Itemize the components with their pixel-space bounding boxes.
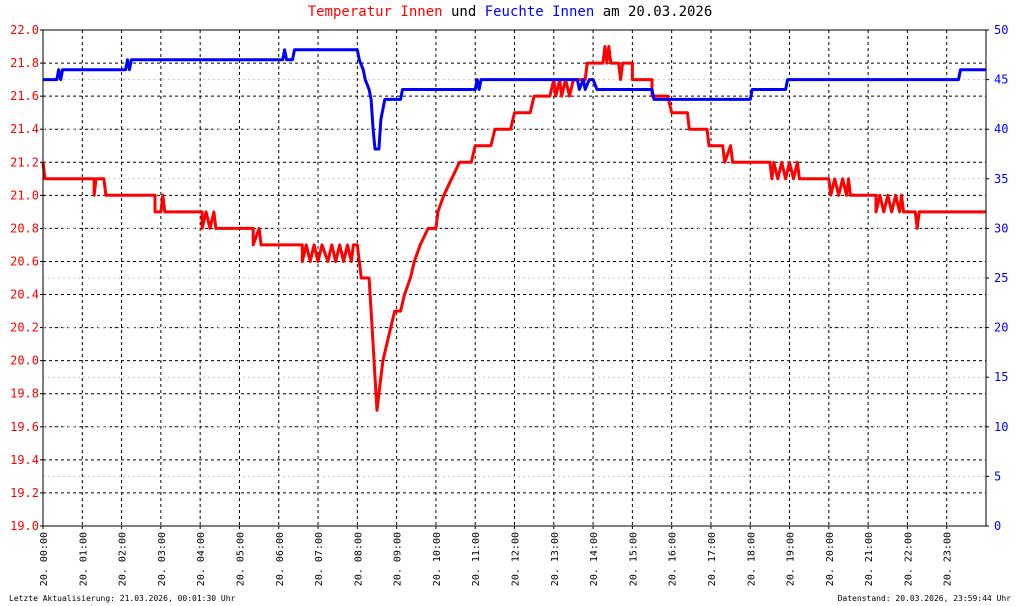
y-right-tick-label: 45 xyxy=(994,73,1008,87)
y-left-tick-label: 19.8 xyxy=(10,387,39,401)
y-left-tick-label: 21.0 xyxy=(10,188,39,202)
series-temperature-line xyxy=(41,45,986,412)
title-date: am 20.03.2026 xyxy=(594,4,713,20)
footer-data-status: Datenstand: 20.03.2026, 23:59:44 Uhr xyxy=(837,594,1011,603)
x-tick-label: 20. 10:00 xyxy=(432,532,443,586)
x-tick-label: 20. 08:00 xyxy=(353,532,364,586)
y-left-tick-label: 20.8 xyxy=(10,221,39,235)
y-left-tick-label: 20.2 xyxy=(10,321,39,335)
x-tick-label: 20. 16:00 xyxy=(668,532,679,586)
x-tick-label: 20. 22:00 xyxy=(903,532,914,586)
footer-last-update: Letzte Aktualisierung: 21.03.2026, 00:01… xyxy=(9,594,236,603)
grid-lines xyxy=(43,30,986,526)
title-humidity: Feuchte Innen xyxy=(484,4,595,20)
y-left-tick-label: 19.6 xyxy=(10,420,39,434)
y-left-tick-label: 22.0 xyxy=(10,23,39,37)
x-tick-label: 20. 12:00 xyxy=(511,532,522,586)
series-humidity-line xyxy=(43,48,986,151)
y-left-tick-label: 21.4 xyxy=(10,122,39,136)
title-und: und xyxy=(442,4,485,20)
y-right-tick-label: 20 xyxy=(994,321,1008,335)
y-left-tick-label: 20.6 xyxy=(10,254,39,268)
x-tick-label: 20. 09:00 xyxy=(393,532,404,586)
title-temperature: Temperatur Innen xyxy=(307,4,443,20)
y-left-tick-label: 19.0 xyxy=(10,519,39,533)
x-tick-label: 20. 13:00 xyxy=(550,532,561,586)
x-tick-label: 20. 04:00 xyxy=(196,532,207,586)
x-tick-label: 20. 18:00 xyxy=(746,532,757,586)
y-right-tick-label: 25 xyxy=(994,271,1008,285)
y-left-tick-label: 19.2 xyxy=(10,486,39,500)
chart-title: Temperatur Innen und Feuchte Innen am 20… xyxy=(0,4,1020,20)
y-left-tick-label: 21.6 xyxy=(10,89,39,103)
series-group xyxy=(41,45,986,412)
y-left-tick-label: 21.2 xyxy=(10,155,39,169)
x-tick-label: 20. 14:00 xyxy=(589,532,600,586)
right-axis: 0 5 10 15 20 25 30 35 40 45 50 xyxy=(986,23,1008,533)
x-axis: 20. 00:00 20. 01:00 20. 02:00 20. 03:00 20. … xyxy=(39,526,954,586)
y-right-tick-label: 10 xyxy=(994,420,1008,434)
x-tick-label: 20. 00:00 xyxy=(39,532,50,586)
y-right-tick-label: 35 xyxy=(994,172,1008,186)
x-tick-label: 20. 01:00 xyxy=(78,532,89,586)
y-left-tick-label: 20.0 xyxy=(10,354,39,368)
plot-frame xyxy=(42,29,987,527)
x-tick-label: 20. 20:00 xyxy=(825,532,836,586)
left-axis: 19.0 19.2 19.4 19.6 19.8 20.0 20.2 20.4 20.6 20.8… xyxy=(10,23,43,533)
x-tick-label: 20. 15:00 xyxy=(628,532,639,586)
x-tick-label: 20. 23:00 xyxy=(943,532,954,586)
x-tick-label: 20. 17:00 xyxy=(707,532,718,586)
y-right-tick-label: 50 xyxy=(994,23,1008,37)
x-tick-label: 20. 03:00 xyxy=(157,532,168,586)
x-tick-label: 20. 11:00 xyxy=(471,532,482,586)
x-tick-label: 20. 07:00 xyxy=(314,532,325,586)
x-tick-label: 20. 19:00 xyxy=(786,532,797,586)
y-right-tick-label: 15 xyxy=(994,370,1008,384)
x-tick-label: 20. 05:00 xyxy=(235,532,246,586)
x-tick-label: 20. 06:00 xyxy=(275,532,286,586)
y-right-tick-label: 0 xyxy=(994,519,1001,533)
y-left-tick-label: 20.4 xyxy=(10,288,39,302)
x-tick-label: 20. 02:00 xyxy=(118,532,129,586)
y-right-tick-label: 5 xyxy=(994,469,1001,483)
y-left-tick-label: 19.4 xyxy=(10,453,39,467)
x-tick-label: 20. 21:00 xyxy=(864,532,875,586)
y-right-tick-label: 30 xyxy=(994,221,1008,235)
y-left-tick-label: 21.8 xyxy=(10,56,39,70)
y-right-tick-label: 40 xyxy=(994,122,1008,136)
